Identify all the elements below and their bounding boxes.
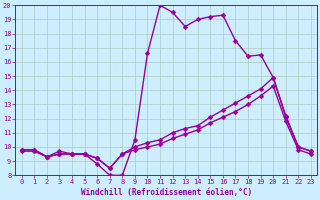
- X-axis label: Windchill (Refroidissement éolien,°C): Windchill (Refroidissement éolien,°C): [81, 188, 252, 197]
